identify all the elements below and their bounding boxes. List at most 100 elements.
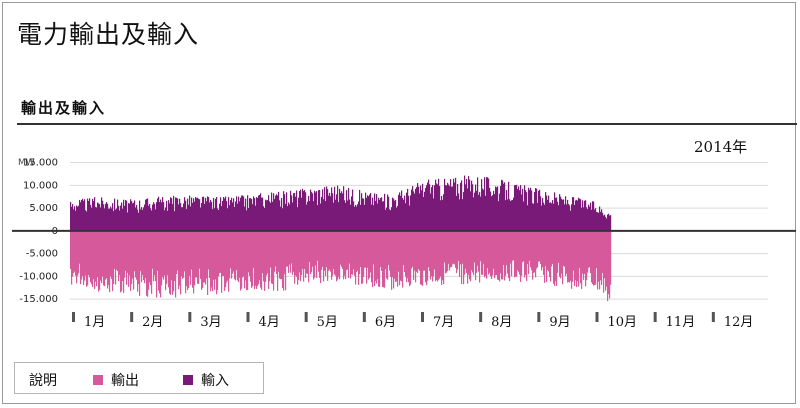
import-bar (434, 185, 436, 231)
import-bar (529, 189, 531, 231)
import-bar (293, 193, 295, 231)
import-bar (597, 212, 599, 231)
export-bar (512, 230, 514, 261)
import-bar (223, 196, 225, 231)
export-bar (431, 230, 433, 277)
export-bar (311, 230, 313, 273)
import-bar (514, 185, 516, 231)
export-bar (275, 230, 277, 267)
import-bar (189, 195, 191, 231)
export-bar (539, 230, 541, 262)
import-bar (228, 197, 230, 231)
export-bar (121, 230, 123, 292)
import-bar (140, 209, 142, 231)
import-bar (308, 195, 310, 231)
export-bar (489, 230, 491, 273)
x-tick-label: 10月 (608, 315, 638, 330)
import-bar (473, 197, 475, 231)
import-bar (457, 184, 459, 231)
export-bar (229, 230, 231, 279)
export-bar (536, 230, 538, 269)
export-bar (405, 230, 407, 277)
import-bar (367, 195, 369, 231)
export-bar (476, 230, 478, 273)
export-bar (468, 230, 470, 275)
export-bar (221, 230, 223, 293)
export-bar (524, 230, 526, 278)
x-tick-mark (421, 312, 424, 322)
import-bar (280, 206, 282, 231)
export-bar (225, 230, 227, 288)
export-bar (306, 230, 308, 274)
import-bar (145, 199, 147, 231)
export-bar (568, 230, 570, 282)
export-bar (587, 230, 589, 273)
export-bar (516, 230, 518, 277)
export-bar (530, 230, 532, 268)
export-bar (179, 230, 181, 286)
import-bar (549, 202, 551, 231)
import-bar (395, 200, 397, 231)
export-bar (426, 230, 428, 286)
import-bar (230, 200, 232, 231)
export-bar (127, 230, 129, 273)
export-bar (376, 230, 378, 284)
import-bar (184, 197, 186, 231)
export-bar (417, 230, 419, 274)
import-bar (338, 202, 340, 231)
export-bar (385, 230, 387, 270)
import-bar (319, 189, 321, 231)
import-bar (207, 196, 209, 231)
import-bar (494, 194, 496, 231)
export-bar (95, 230, 97, 282)
import-bar (392, 197, 394, 231)
export-bar (182, 230, 184, 279)
import-bar (556, 197, 558, 231)
export-bar (378, 230, 380, 287)
export-bar (198, 230, 200, 284)
import-bar (170, 197, 172, 231)
import-bar (387, 194, 389, 231)
export-bar (235, 230, 237, 281)
export-bar (464, 230, 466, 275)
import-bar (455, 177, 457, 231)
import-bar (518, 186, 520, 231)
export-bar (325, 230, 327, 277)
import-bar (594, 209, 596, 231)
import-bar (538, 190, 540, 231)
export-bar (330, 230, 332, 272)
import-bar (272, 201, 274, 231)
export-bar (304, 230, 306, 269)
export-bar (263, 230, 265, 282)
export-bar (544, 230, 546, 283)
export-bar (430, 230, 432, 280)
export-bar (185, 230, 187, 294)
export-bar (287, 230, 289, 267)
import-bar (303, 191, 305, 231)
export-bar (362, 230, 364, 284)
export-bar (398, 230, 400, 272)
export-bar (343, 230, 345, 280)
export-bar (600, 230, 602, 281)
export-bar (525, 230, 527, 275)
export-bar (80, 230, 82, 285)
export-bar (96, 230, 98, 287)
import-bar (421, 190, 423, 231)
import-bar (164, 210, 166, 231)
import-bar (131, 201, 133, 231)
import-bar (547, 199, 549, 231)
export-bar (116, 230, 118, 270)
export-bar (187, 230, 189, 291)
import-bar (583, 207, 585, 231)
export-bar (594, 230, 596, 286)
export-bar (155, 230, 157, 282)
export-bar (237, 230, 239, 281)
import-bar (135, 207, 137, 231)
export-bar (305, 230, 307, 278)
import-bar (148, 205, 150, 231)
import-bar (365, 192, 367, 231)
import-bar (294, 192, 296, 231)
import-bar (564, 204, 566, 231)
export-bar (264, 230, 266, 291)
export-bar (265, 230, 267, 282)
